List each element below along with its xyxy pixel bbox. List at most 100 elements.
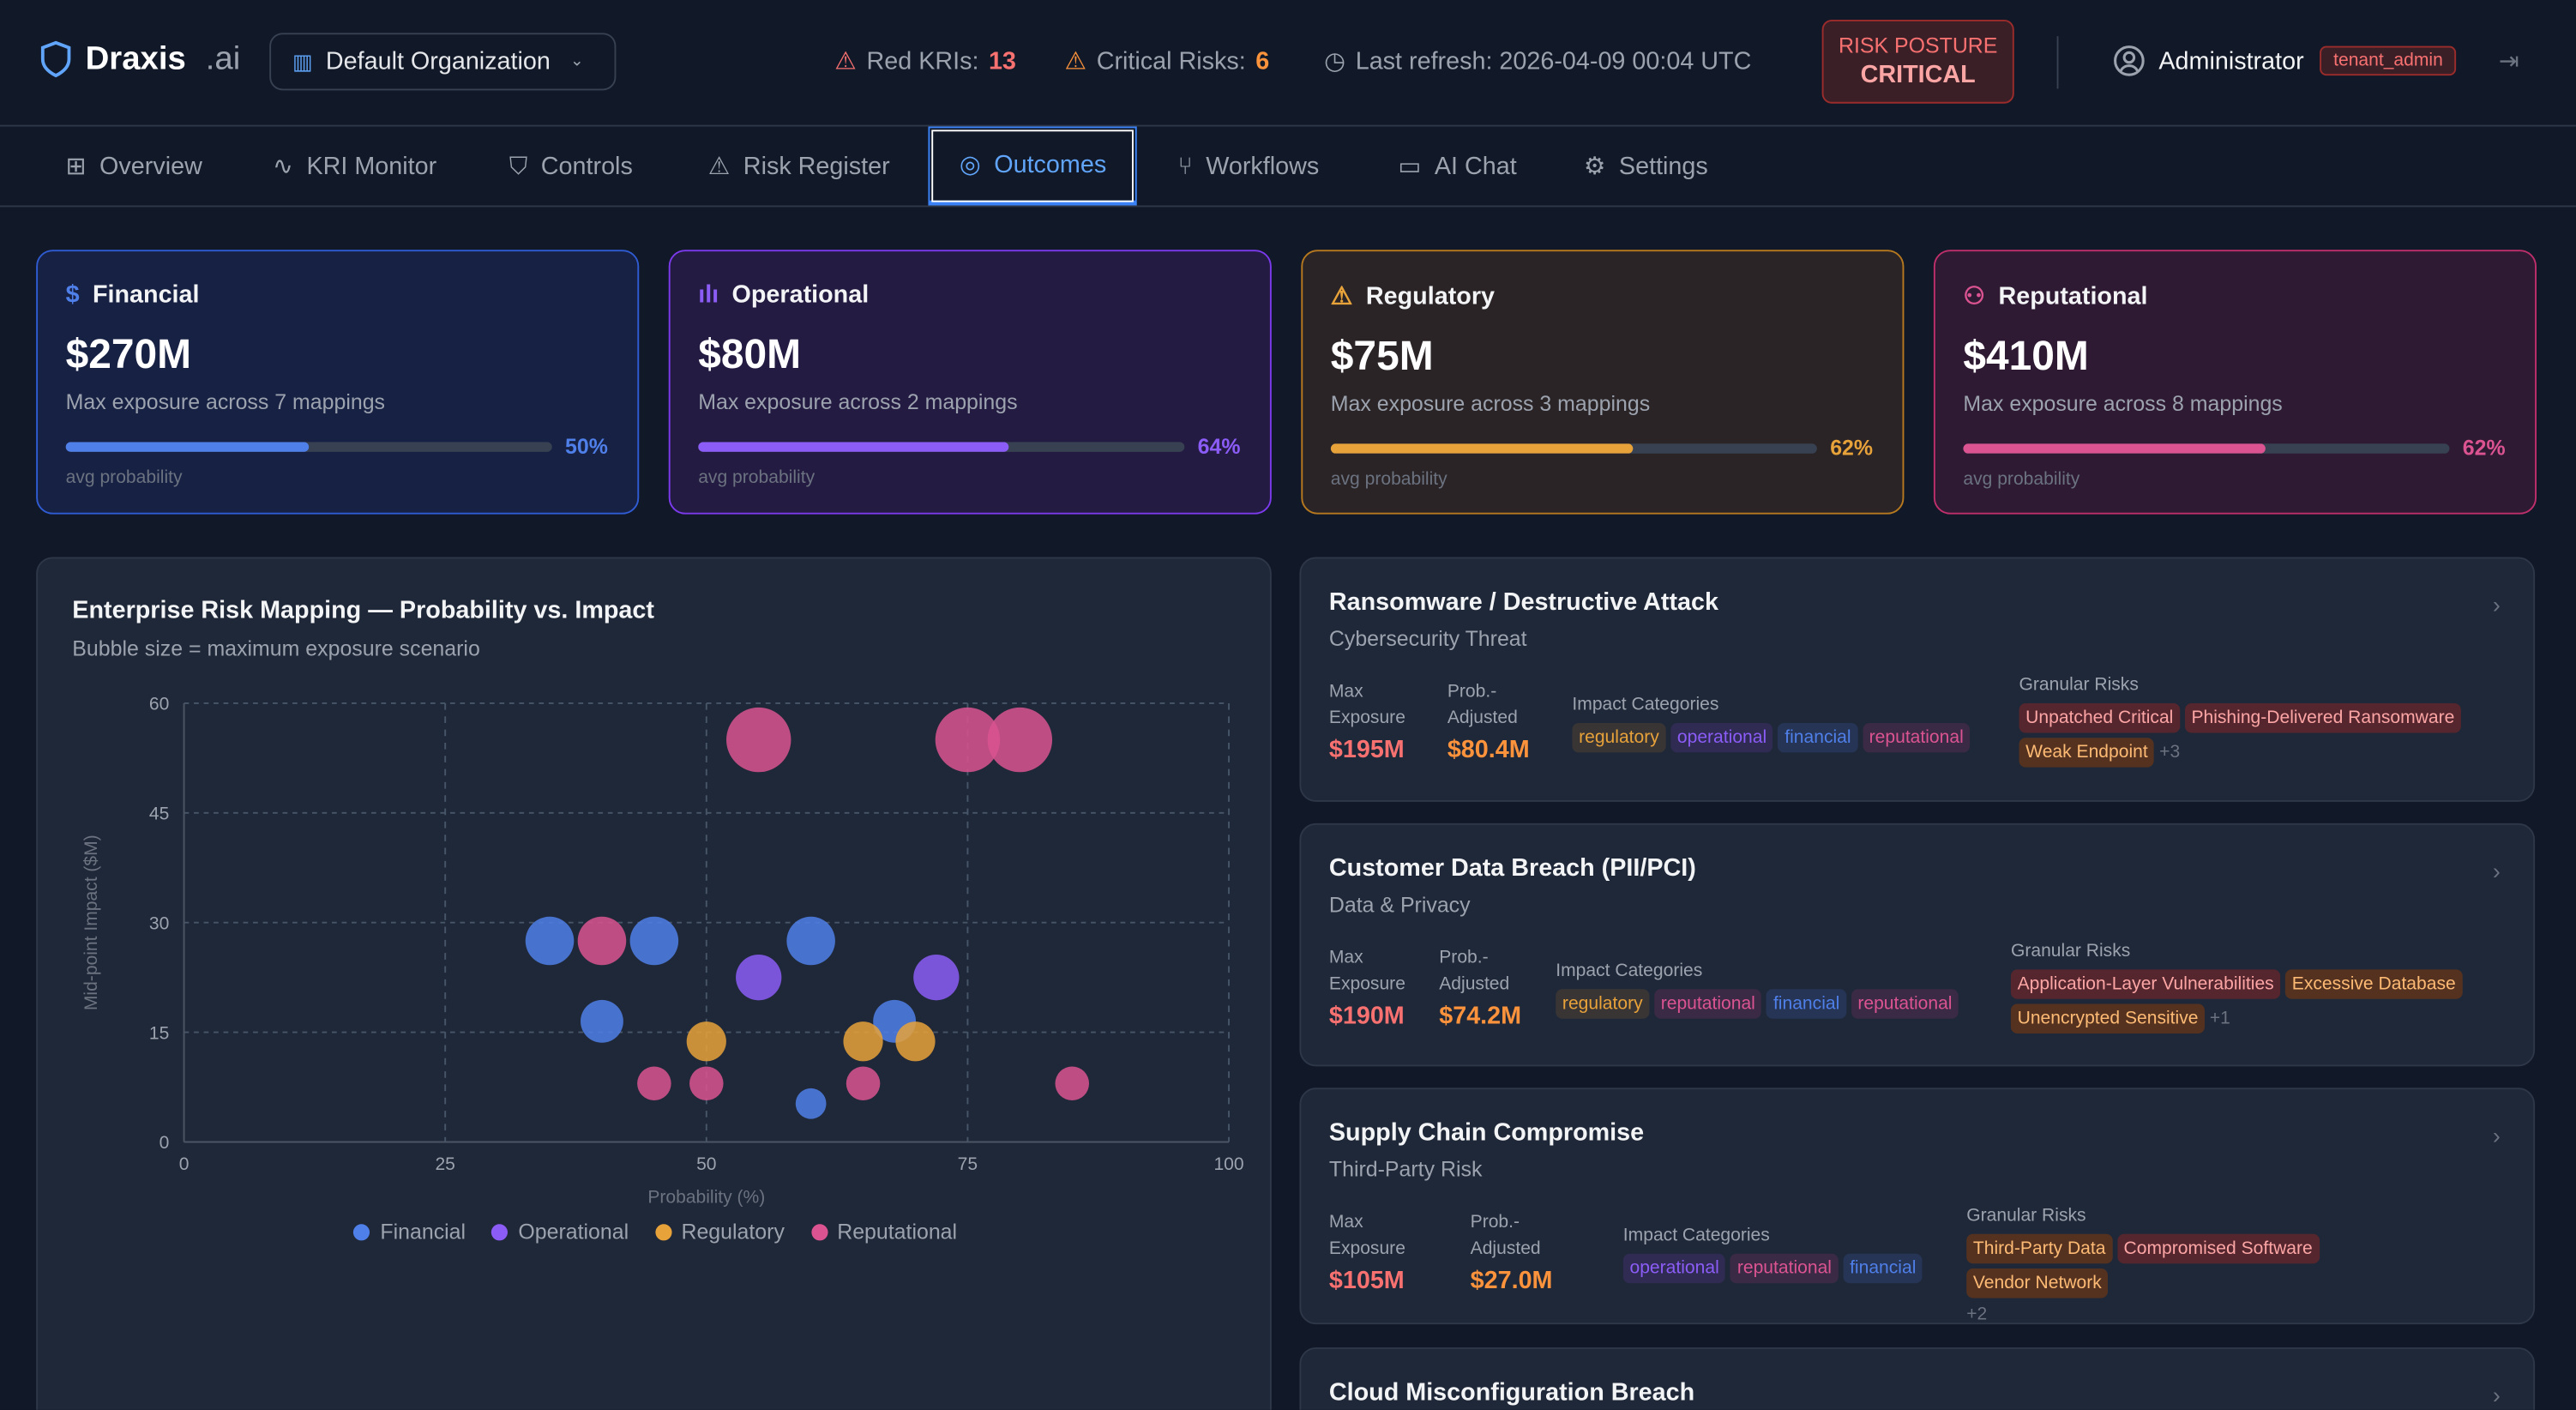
more-risks-count[interactable]: +2: [1966, 1305, 1988, 1325]
kpi-value: $75M: [1330, 333, 1434, 380]
granular-risk-tag[interactable]: Unencrypted Sensitive: [2010, 1003, 2206, 1034]
kpi-title: Regulatory: [1365, 281, 1496, 310]
chevron-right-icon[interactable]: ›: [2492, 858, 2501, 884]
user-menu[interactable]: Administrator tenant_admin: [2113, 45, 2457, 77]
granular-risk-tag[interactable]: Unpatched Critical: [2019, 702, 2181, 733]
kpi-card-operational[interactable]: ılı Operational $80M Max exposure across …: [668, 250, 1272, 515]
warning-icon: ⚠: [1330, 282, 1353, 311]
scenario-title: Customer Data Breach (PII/PCI): [1328, 854, 1696, 883]
chart-legend: Financial Operational Regulatory Reputation…: [38, 1220, 1273, 1244]
tab-workflows[interactable]: ⑂ Workflows: [1148, 127, 1349, 206]
scenario-card[interactable]: Cloud Misconfiguration Breach ›: [1299, 1347, 2536, 1410]
y-tick-label: 60: [149, 695, 169, 714]
scenario-card[interactable]: Customer Data Breach (PII/PCI) › Data & P…: [1299, 822, 2536, 1067]
scenario-category: Third-Party Risk: [1328, 1156, 1483, 1182]
granular-risk-tag[interactable]: Compromised Software: [2116, 1233, 2320, 1264]
critical-risks-stat: ⚠ Critical Risks: 6: [1064, 46, 1269, 76]
x-tick-label: 0: [179, 1154, 190, 1174]
tab-risk-register[interactable]: ⚠ Risk Register: [678, 127, 919, 206]
chart-title: Enterprise Risk Mapping — Probability vs…: [72, 596, 654, 625]
impact-tag-financial: financial: [1778, 722, 1858, 753]
kpi-card-financial[interactable]: $ Financial $270M Max exposure across 7 m…: [36, 250, 640, 515]
bubble-chart: 0 15 30 45 60 0 25 50 75 100 Probability (%) Mid-po…: [81, 695, 1244, 1208]
chevron-right-icon[interactable]: ›: [2492, 591, 2501, 618]
bubble-financial: [525, 916, 575, 966]
impact-tag-regulatory: regulatory: [1572, 722, 1666, 753]
kpi-card-reputational[interactable]: ⚇ Reputational $410M Max exposure across …: [1933, 250, 2537, 515]
kpi-card-regulatory[interactable]: ⚠ Regulatory $75M Max exposure across 3 m…: [1301, 250, 1905, 515]
impact-tag-reputational: reputational: [1730, 1253, 1839, 1284]
clock-icon: ◷: [1324, 47, 1346, 76]
kpi-percent: 50%: [565, 433, 608, 459]
tab-controls[interactable]: ⛉ Controls: [479, 127, 662, 206]
tab-kri-monitor[interactable]: ∿ KRI Monitor: [244, 127, 466, 206]
granular-risk-tag[interactable]: Third-Party Data: [1966, 1233, 2113, 1264]
bubble-operational: [736, 955, 782, 1001]
impact-tag-regulatory: regulatory: [1556, 989, 1650, 1019]
risk-posture-label: RISK POSTURE: [1838, 33, 1998, 58]
last-refresh: ◷ Last refresh: 2026-04-09 00:04 UTC: [1324, 46, 1751, 76]
max-exposure-value: $195M: [1328, 736, 1405, 764]
prob-label: Prob.-: [1447, 682, 1497, 702]
scenario-card[interactable]: Ransomware / Destructive Attack › Cyberse…: [1299, 557, 2536, 802]
y-tick-label: 0: [159, 1133, 170, 1153]
brand-name: Draxis: [85, 39, 186, 77]
brand-logo[interactable]: Draxis .ai: [39, 39, 240, 79]
kpi-title: Financial: [92, 280, 200, 310]
tab-overview[interactable]: ⊞ Overview: [36, 127, 232, 206]
impact-tag-operational: operational: [1670, 722, 1773, 753]
scenario-card[interactable]: Supply Chain Compromise › Third-Party Ris…: [1299, 1088, 2536, 1325]
x-tick-label: 100: [1213, 1154, 1243, 1174]
bubble-financial: [786, 916, 835, 966]
organization-selector[interactable]: ▥ Default Organization ⌄: [269, 33, 617, 91]
probability-bar-fill: [698, 441, 1010, 451]
kpi-subtitle: Max exposure across 3 mappings: [1330, 390, 1651, 416]
bubble-reputational: [846, 1066, 881, 1101]
chevron-right-icon[interactable]: ›: [2492, 1122, 2501, 1149]
bubble-regulatory: [895, 1021, 936, 1062]
impact-categories: Impact Categories regulatory operational fi…: [1572, 692, 1975, 753]
chat-icon: ▭: [1398, 153, 1422, 181]
tab-ai-chat[interactable]: ▭ AI Chat: [1369, 127, 1546, 206]
more-risks-count[interactable]: +1: [2209, 1009, 2230, 1029]
tab-outcomes[interactable]: ◎ Outcomes: [928, 126, 1138, 206]
kpi-title: Reputational: [1998, 281, 2148, 310]
critical-risks-label: Critical Risks:: [1096, 46, 1246, 75]
tab-settings[interactable]: ⚙ Settings: [1554, 127, 1737, 206]
legend-item-operational[interactable]: Operational: [491, 1220, 629, 1244]
max-exposure-value: $190M: [1328, 1002, 1405, 1031]
granular-risk-tag[interactable]: Vendor Network: [1966, 1268, 2109, 1299]
tab-label: Outcomes: [994, 150, 1107, 178]
gear-icon: ⚙: [1583, 153, 1606, 181]
kpi-subtitle: Max exposure across 8 mappings: [1963, 390, 2283, 416]
impact-label: Impact Categories: [1556, 961, 1703, 981]
granular-label: Granular Risks: [2019, 675, 2139, 696]
bubble-reputational: [987, 707, 1053, 773]
granular-risks: Granular Risks Application-Layer Vulnerab…: [2010, 938, 2504, 1034]
prob-adjusted-value: $74.2M: [1439, 1002, 1522, 1031]
impact-tag-reputational: reputational: [1851, 989, 1959, 1019]
legend-item-regulatory[interactable]: Regulatory: [654, 1220, 785, 1244]
chevron-right-icon[interactable]: ›: [2492, 1382, 2501, 1408]
kpi-note: avg probability: [1963, 469, 2080, 490]
granular-risk-tag[interactable]: Application-Layer Vulnerabilities: [2010, 969, 2281, 999]
granular-risk-tag[interactable]: Weak Endpoint: [2019, 738, 2155, 768]
granular-risk-tag[interactable]: Phishing-Delivered Ransomware: [2184, 702, 2461, 733]
tab-label: Overview: [99, 152, 202, 180]
logout-icon[interactable]: ⇥: [2498, 47, 2520, 76]
header-divider: [2056, 36, 2059, 89]
probability-bar: [698, 441, 1185, 451]
more-risks-count[interactable]: +3: [2159, 742, 2181, 762]
red-kris-label: Red KRIs:: [866, 46, 979, 75]
max-label: Max: [1328, 948, 1363, 968]
granular-risk-tag[interactable]: Excessive Database: [2285, 969, 2463, 999]
max-label: Max: [1328, 1212, 1363, 1232]
kpi-note: avg probability: [65, 468, 183, 488]
tab-label: Controls: [540, 152, 633, 180]
grid-icon: ⊞: [65, 153, 87, 181]
scenario-title: Ransomware / Destructive Attack: [1328, 588, 1719, 617]
legend-item-reputational[interactable]: Reputational: [810, 1220, 957, 1244]
legend-item-financial[interactable]: Financial: [353, 1220, 466, 1244]
bubble-operational: [913, 955, 960, 1001]
prob-label: Prob.-: [1439, 948, 1489, 968]
